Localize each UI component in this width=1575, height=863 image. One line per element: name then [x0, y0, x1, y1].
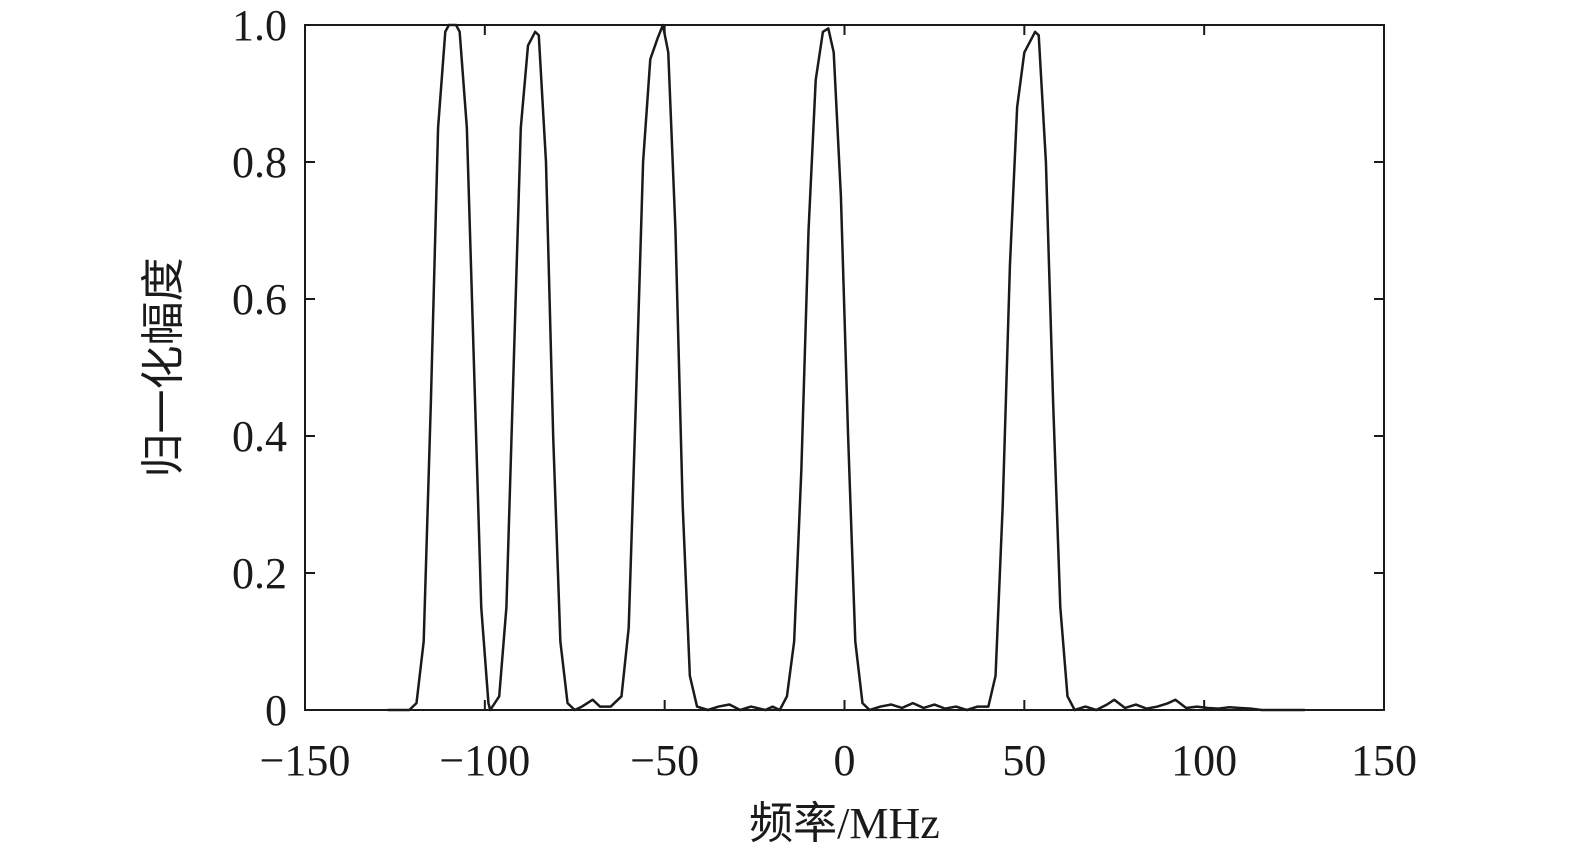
y-tick-label: 0.6 — [232, 275, 287, 324]
y-axis-label: 归一化幅度 — [139, 258, 188, 478]
x-tick-label: 0 — [834, 736, 856, 785]
x-axis-label: 频率/MHz — [749, 799, 940, 848]
x-tick-label: 150 — [1351, 736, 1417, 785]
x-tick-label: −50 — [630, 736, 699, 785]
x-tick-label: −100 — [439, 736, 530, 785]
y-tick-label: 1.0 — [232, 1, 287, 50]
x-tick-label: 100 — [1171, 736, 1237, 785]
line — [387, 23, 1305, 712]
y-tick-label: 0.4 — [232, 412, 287, 461]
y-tick-label: 0.8 — [232, 138, 287, 187]
x-tick-label: −150 — [260, 736, 351, 785]
y-tick-label: 0 — [265, 686, 287, 735]
x-tick-label: 50 — [1002, 736, 1046, 785]
y-tick-label: 0.2 — [232, 549, 287, 598]
